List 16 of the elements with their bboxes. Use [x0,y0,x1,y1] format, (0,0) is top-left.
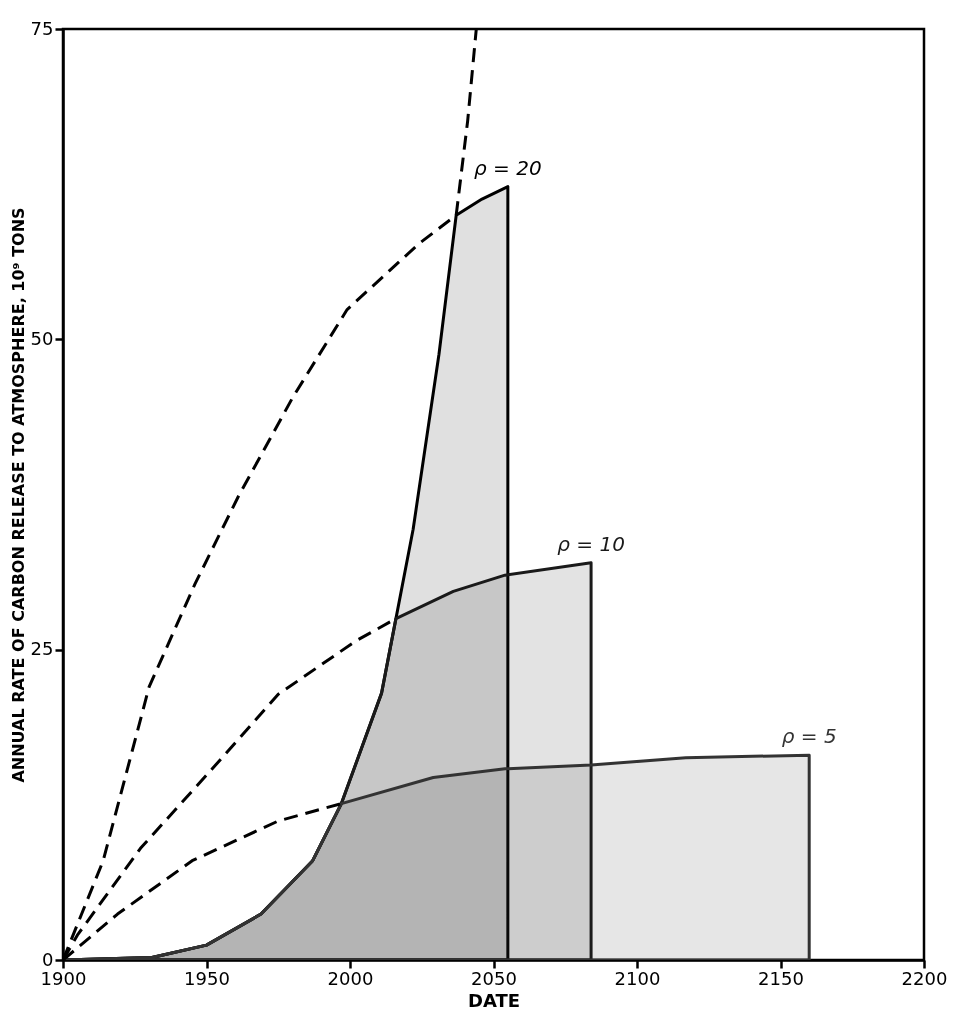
y-tick-label: 50 [30,327,54,349]
y-tick-label: 25 [30,638,54,660]
x-tick-label: 2150 [758,967,804,989]
x-tick-label: 1900 [40,967,87,989]
y-tick-label: 0 [42,948,54,970]
x-tick-label: 2200 [901,967,948,989]
y-axis-title: ANNUAL RATE OF CARBON RELEASE TO ATMOSPHERE, 10⁹ TONS [8,207,28,783]
x-axis-title: DATE [467,989,521,1011]
series-label: ρ = 20 [474,155,542,180]
x-tick-label: 2100 [614,967,661,989]
x-tick-label: 1950 [184,967,230,989]
y-tick-label: 75 [30,17,54,39]
series-label: ρ = 10 [557,531,625,556]
x-tick-label: 2000 [327,967,374,989]
x-tick-label: 2050 [471,967,517,989]
series-label: ρ = 5 [781,724,837,749]
